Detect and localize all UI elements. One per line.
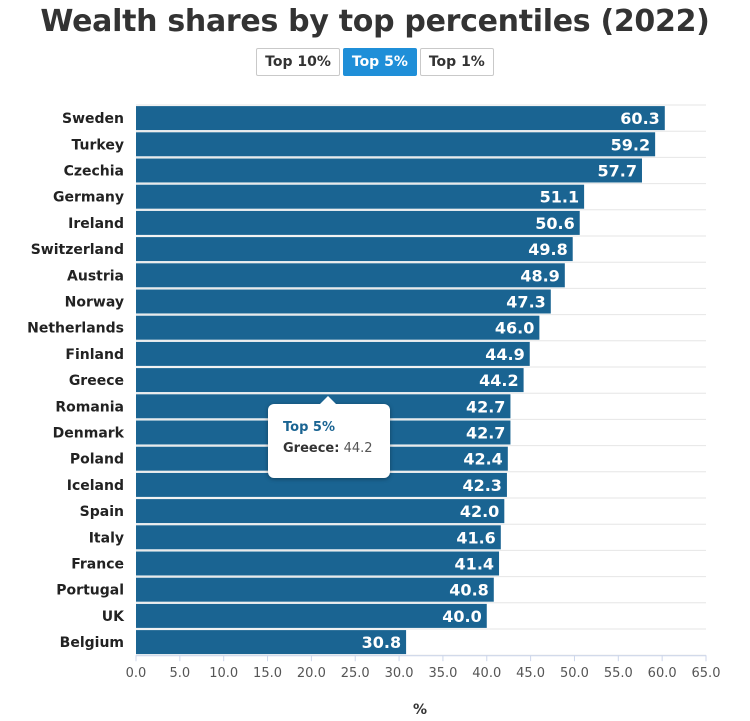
- x-tick-label: 15.0: [253, 666, 282, 681]
- bar: [136, 315, 540, 340]
- data-label: 59.2: [611, 135, 650, 154]
- category-label: Czechia: [64, 164, 124, 180]
- data-label: 41.6: [456, 528, 495, 547]
- percentile-toggle: Top 10% Top 5% Top 1%: [0, 48, 750, 76]
- x-tick-label: 25.0: [341, 666, 370, 681]
- data-label: 42.0: [460, 502, 499, 521]
- data-label: 49.8: [528, 240, 567, 259]
- bar: [136, 551, 500, 576]
- data-label: 48.9: [520, 266, 559, 285]
- category-label: Turkey: [72, 137, 124, 153]
- bar: [136, 184, 585, 209]
- bar: [136, 210, 580, 235]
- category-label: France: [71, 557, 124, 573]
- category-label: Finland: [65, 347, 124, 363]
- x-tick-label: 65.0: [692, 666, 721, 681]
- data-label: 40.0: [442, 607, 481, 626]
- bar: [136, 341, 530, 366]
- data-label: 42.3: [462, 476, 501, 495]
- category-label: Ireland: [68, 216, 124, 232]
- data-label: 42.7: [466, 424, 505, 443]
- bar: [136, 132, 656, 157]
- toggle-top10-button[interactable]: Top 10%: [256, 48, 340, 76]
- data-label: 41.4: [455, 555, 494, 574]
- x-axis-label: %: [413, 702, 427, 718]
- bar: [136, 577, 494, 602]
- bar: [136, 603, 487, 628]
- category-label: Belgium: [60, 635, 124, 651]
- category-label: UK: [102, 609, 125, 625]
- data-label: 44.2: [479, 371, 518, 390]
- category-label: Austria: [67, 268, 124, 284]
- x-tick-label: 40.0: [472, 666, 501, 681]
- category-label: Iceland: [67, 478, 124, 494]
- bar: [136, 525, 501, 550]
- bar: [136, 499, 505, 524]
- data-label: 30.8: [362, 633, 401, 652]
- category-label: Norway: [65, 295, 124, 311]
- category-label: Romania: [55, 399, 124, 415]
- bar: [136, 289, 551, 314]
- bar: [136, 368, 524, 393]
- category-label: Portugal: [56, 583, 124, 599]
- x-tick-label: 60.0: [648, 666, 677, 681]
- x-tick-label: 20.0: [297, 666, 326, 681]
- toggle-top5-button[interactable]: Top 5%: [342, 48, 417, 76]
- data-label: 42.7: [466, 397, 505, 416]
- data-label: 47.3: [506, 293, 545, 312]
- data-label: 42.4: [463, 450, 502, 469]
- category-label: Poland: [70, 452, 124, 468]
- bar: [136, 158, 642, 183]
- x-tick-label: 5.0: [170, 666, 191, 681]
- tooltip-series: Top 5%: [283, 420, 335, 435]
- bar: [136, 630, 407, 655]
- category-label: Spain: [80, 504, 124, 520]
- data-label: 44.9: [485, 345, 524, 364]
- data-label: 46.0: [495, 319, 534, 338]
- data-label: 60.3: [620, 109, 659, 128]
- data-label: 51.1: [540, 188, 579, 207]
- x-tick-label: 35.0: [428, 666, 457, 681]
- x-tick-label: 55.0: [604, 666, 633, 681]
- category-label: Germany: [53, 190, 124, 206]
- x-tick-label: 0.0: [126, 666, 147, 681]
- x-tick-label: 10.0: [209, 666, 238, 681]
- chart-title: Wealth shares by top percentiles (2022): [40, 4, 710, 39]
- category-label: Sweden: [62, 111, 124, 127]
- data-label: 50.6: [535, 214, 574, 233]
- tooltip-category: Greece:: [283, 441, 340, 456]
- bar: [136, 263, 565, 288]
- category-label: Denmark: [53, 426, 125, 442]
- tooltip-line: Greece: 44.2: [283, 441, 390, 456]
- category-label: Netherlands: [27, 321, 124, 337]
- x-tick-label: 45.0: [516, 666, 545, 681]
- tooltip-value: 44.2: [343, 441, 373, 456]
- toggle-top1-button[interactable]: Top 1%: [419, 48, 494, 76]
- category-label: Greece: [69, 373, 124, 389]
- bar: [136, 237, 573, 262]
- bar: [136, 106, 665, 131]
- data-label: 40.8: [449, 581, 488, 600]
- tooltip: Top 5% Greece: 44.2: [268, 396, 390, 478]
- x-tick-label: 30.0: [385, 666, 414, 681]
- category-label: Italy: [89, 530, 124, 546]
- x-tick-label: 50.0: [560, 666, 589, 681]
- category-label: Switzerland: [31, 242, 124, 258]
- data-label: 57.7: [598, 162, 637, 181]
